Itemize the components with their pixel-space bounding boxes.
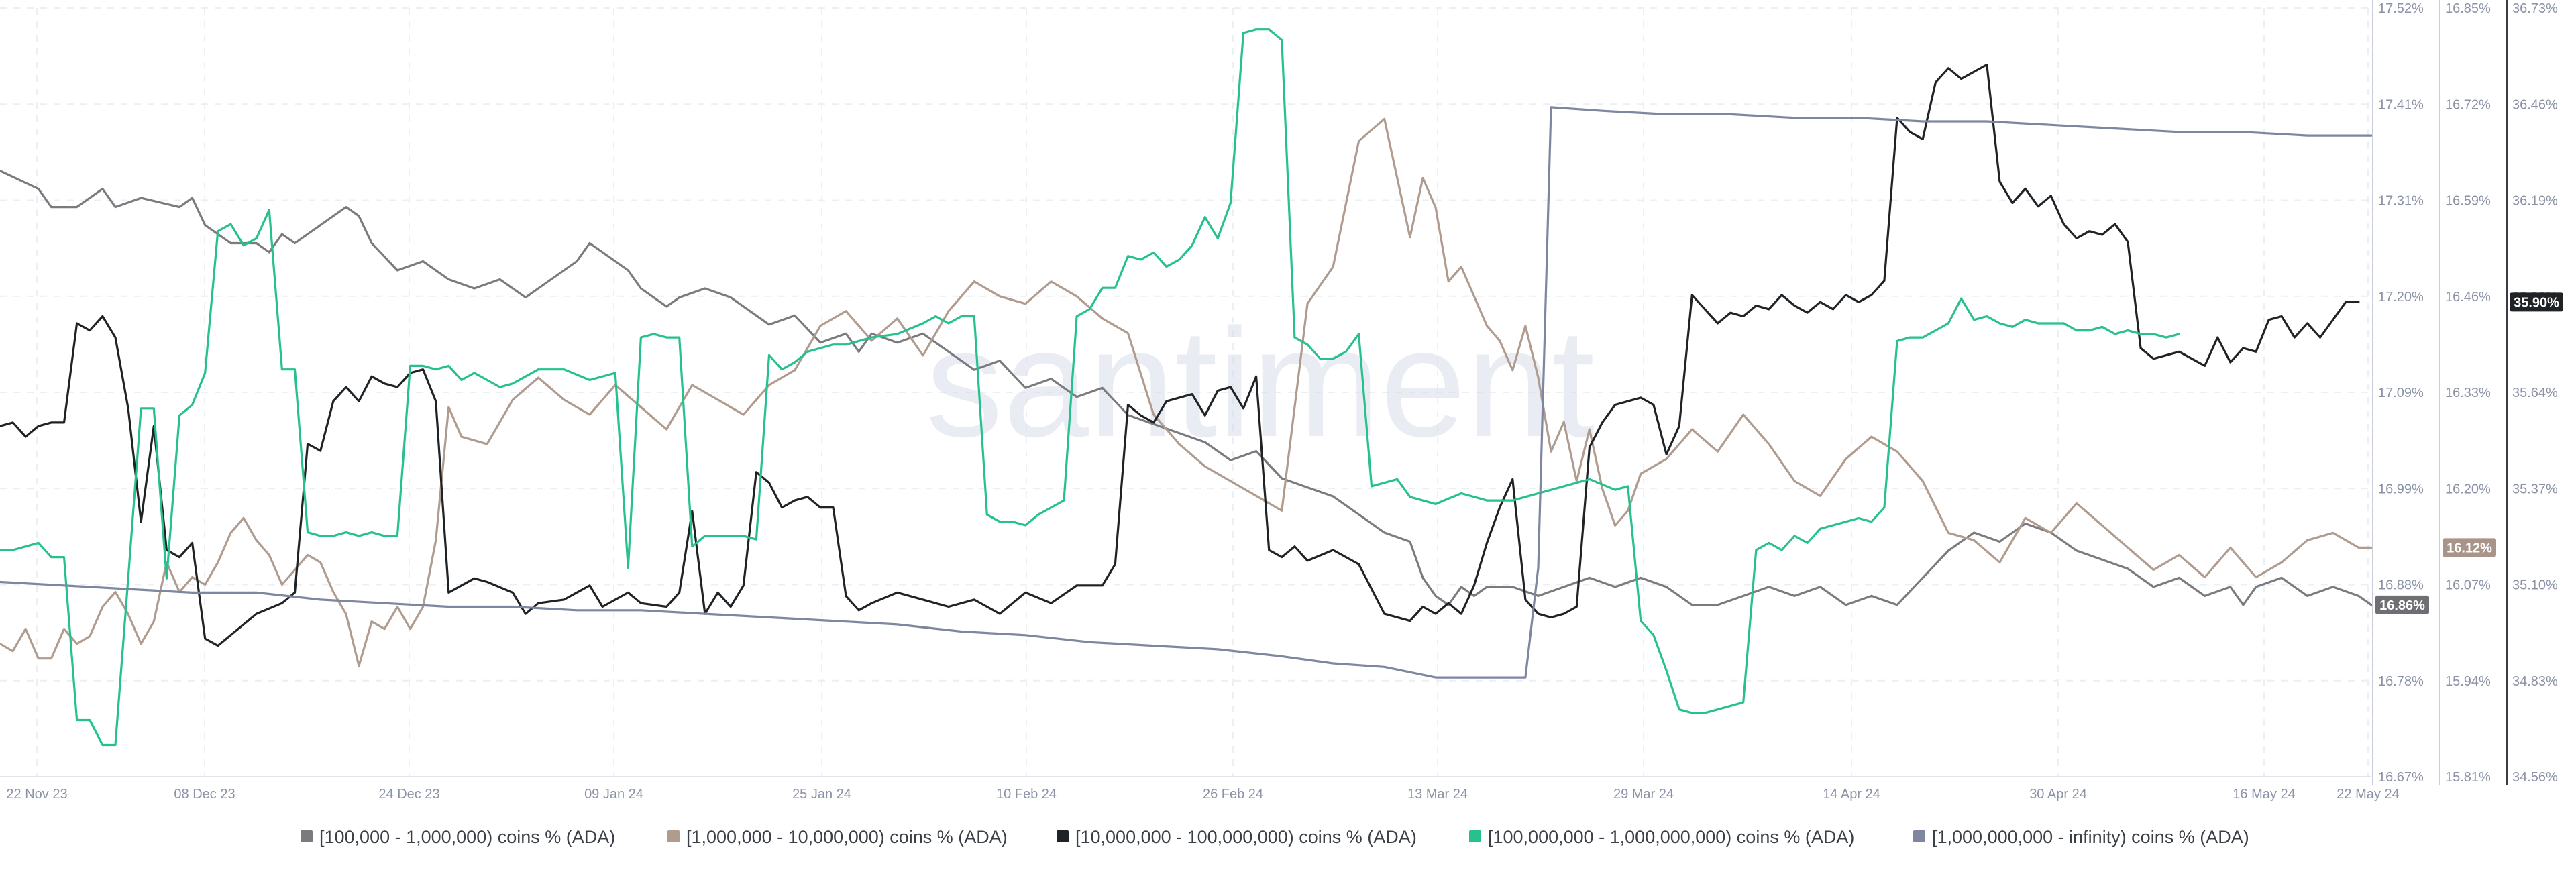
current-value-badge: 16.86% bbox=[2375, 595, 2429, 614]
series-line-5 bbox=[0, 106, 2373, 679]
x-tick-label: 22 Nov 23 bbox=[6, 787, 67, 802]
y-tick-label-a3: 35.10% bbox=[2512, 578, 2558, 593]
legend-label: [1,000,000,000 - infinity) coins % (ADA) bbox=[1932, 827, 2249, 847]
axes-layer: 17.52% 17.41% 17.31% 17.20% 17.09% 16.99% 16.8… bbox=[2372, 0, 2558, 785]
x-tick-label: 14 Apr 24 bbox=[1823, 787, 1880, 802]
legend-swatch bbox=[1469, 830, 1481, 842]
y-tick-label-a1: 17.41% bbox=[2378, 97, 2424, 112]
x-tick-label: 30 Apr 24 bbox=[2029, 787, 2087, 802]
y-tick-label-a2: 16.33% bbox=[2445, 386, 2491, 400]
y-tick-label-a3: 36.73% bbox=[2512, 1, 2558, 16]
badge-bg bbox=[2375, 595, 2429, 614]
x-tick-label: 22 May 24 bbox=[2337, 787, 2399, 802]
y-tick-label-a2: 16.46% bbox=[2445, 290, 2491, 305]
y-tick-label-a1: 16.99% bbox=[2378, 482, 2424, 496]
legend-label: [100,000 - 1,000,000) coins % (ADA) bbox=[319, 827, 615, 847]
legend-item-4[interactable]: [100,000,000 - 1,000,000,000) coins % (A… bbox=[1469, 827, 1854, 847]
badge-label: 16.12% bbox=[2447, 541, 2492, 555]
x-tick-label: 10 Feb 24 bbox=[996, 787, 1057, 802]
x-tick-label: 29 Mar 24 bbox=[1613, 787, 1674, 802]
y-tick-label-a3: 35.64% bbox=[2512, 386, 2558, 400]
legend-item-5[interactable]: [1,000,000,000 - infinity) coins % (ADA) bbox=[1913, 827, 2249, 847]
x-tick-label: 08 Dec 23 bbox=[174, 787, 235, 802]
series-line-3 bbox=[0, 63, 2360, 647]
legend-item-1[interactable]: [100,000 - 1,000,000) coins % (ADA) bbox=[301, 827, 615, 847]
y-tick-label-a1: 16.78% bbox=[2378, 674, 2424, 689]
y-tick-label-a1: 17.31% bbox=[2378, 194, 2424, 209]
y-tick-label-a2: 16.85% bbox=[2445, 1, 2491, 16]
current-value-badge: 16.12% bbox=[2443, 538, 2496, 557]
y-tick-label-a2: 16.59% bbox=[2445, 194, 2491, 209]
legend-swatch bbox=[301, 830, 313, 842]
legend-swatch bbox=[1057, 830, 1069, 842]
x-tick-label: 16 May 24 bbox=[2233, 787, 2295, 802]
y-tick-label-a1: 16.67% bbox=[2378, 770, 2424, 785]
current-value-badge: 35.90% bbox=[2510, 292, 2563, 312]
series-line-4 bbox=[0, 28, 2180, 747]
legend-label: [10,000,000 - 100,000,000) coins % (ADA) bbox=[1075, 827, 1417, 847]
x-tick-label: 25 Jan 24 bbox=[792, 787, 851, 802]
y-tick-label-a1: 17.20% bbox=[2378, 290, 2424, 305]
legend-item-2[interactable]: [1,000,000 - 10,000,000) coins % (ADA) bbox=[667, 827, 1008, 847]
y-tick-label-a2: 16.20% bbox=[2445, 482, 2491, 496]
y-tick-label-a2: 15.94% bbox=[2445, 674, 2491, 689]
y-tick-label-a2: 15.81% bbox=[2445, 770, 2491, 785]
legend-item-3[interactable]: [10,000,000 - 100,000,000) coins % (ADA) bbox=[1057, 827, 1417, 847]
legend: [100,000 - 1,000,000) coins % (ADA) [1,00… bbox=[301, 827, 2249, 847]
y-tick-label-a3: 36.19% bbox=[2512, 194, 2558, 209]
y-tick-label-a3: 36.46% bbox=[2512, 97, 2558, 112]
y-tick-label-a2: 16.72% bbox=[2445, 97, 2491, 112]
y-tick-label-a1: 16.88% bbox=[2378, 578, 2424, 593]
y-tick-label-a1: 17.09% bbox=[2378, 386, 2424, 400]
x-tick-label: 09 Jan 24 bbox=[584, 787, 643, 802]
y-tick-label-a3: 34.56% bbox=[2512, 770, 2558, 785]
x-tick-label: 26 Feb 24 bbox=[1203, 787, 1263, 802]
badge-bg bbox=[2443, 538, 2496, 557]
y-tick-label-a1: 17.52% bbox=[2378, 1, 2424, 16]
y-tick-label-a3: 35.37% bbox=[2512, 482, 2558, 496]
badge-label: 35.90% bbox=[2514, 295, 2559, 310]
legend-label: [100,000,000 - 1,000,000,000) coins % (A… bbox=[1488, 827, 1854, 847]
badge-layer: 35.90% 16.12% 16.86% bbox=[2375, 292, 2563, 614]
series-line-2 bbox=[0, 117, 2373, 667]
badge-label: 16.86% bbox=[2379, 598, 2425, 613]
y-tick-label-a2: 16.07% bbox=[2445, 578, 2491, 593]
series-layer bbox=[0, 28, 2373, 747]
x-tick-label: 24 Dec 23 bbox=[378, 787, 439, 802]
legend-swatch bbox=[1913, 830, 1925, 842]
x-tick-label: 13 Mar 24 bbox=[1407, 787, 1468, 802]
badge-bg bbox=[2510, 292, 2563, 312]
x-axis: 22 Nov 23 08 Dec 23 24 Dec 23 09 Jan 24 25 J… bbox=[0, 776, 2400, 802]
legend-label: [1,000,000 - 10,000,000) coins % (ADA) bbox=[686, 827, 1008, 847]
legend-swatch bbox=[667, 830, 680, 842]
y-tick-label-a3: 34.83% bbox=[2512, 674, 2558, 689]
